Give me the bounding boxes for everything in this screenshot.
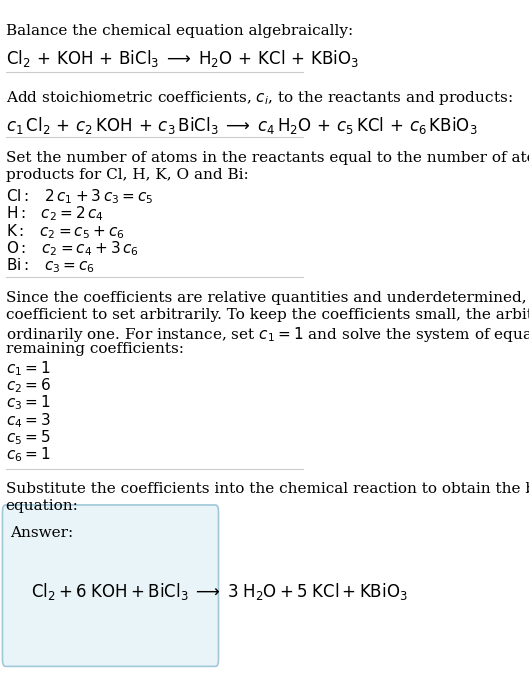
- Text: $c_1 = 1$: $c_1 = 1$: [6, 359, 50, 378]
- Text: $\mathrm{Cl_2} + 6\;\mathrm{KOH} + \mathrm{BiCl_3}\;\longrightarrow\;3\;\mathrm{: $\mathrm{Cl_2} + 6\;\mathrm{KOH} + \math…: [31, 581, 408, 602]
- Text: products for Cl, H, K, O and Bi:: products for Cl, H, K, O and Bi:: [6, 168, 248, 182]
- Text: coefficient to set arbitrarily. To keep the coefficients small, the arbitrary va: coefficient to set arbitrarily. To keep …: [6, 308, 529, 322]
- Text: $c_2 = 6$: $c_2 = 6$: [6, 376, 51, 395]
- FancyBboxPatch shape: [3, 505, 218, 666]
- Text: remaining coefficients:: remaining coefficients:: [6, 342, 184, 356]
- Text: equation:: equation:: [6, 499, 78, 513]
- Text: $c_4 = 3$: $c_4 = 3$: [6, 411, 50, 429]
- Text: $c_1$$\,\mathrm{Cl_2}$$\,+\,c_2\,$$\mathrm{KOH}$$\,+\,c_3\,$$\mathrm{BiCl_3}$$\;: $c_1$$\,\mathrm{Cl_2}$$\,+\,c_2\,$$\math…: [6, 115, 477, 136]
- Text: Balance the chemical equation algebraically:: Balance the chemical equation algebraica…: [6, 24, 353, 38]
- Text: Set the number of atoms in the reactants equal to the number of atoms in the: Set the number of atoms in the reactants…: [6, 151, 529, 165]
- Text: $\mathrm{Cl:}\;\;\;2\,c_1 + 3\,c_3 = c_5$: $\mathrm{Cl:}\;\;\;2\,c_1 + 3\,c_3 = c_5…: [6, 188, 153, 206]
- Text: Substitute the coefficients into the chemical reaction to obtain the balanced: Substitute the coefficients into the che…: [6, 482, 529, 496]
- Text: Add stoichiometric coefficients, $c_i$, to the reactants and products:: Add stoichiometric coefficients, $c_i$, …: [6, 89, 512, 107]
- Text: $c_3 = 1$: $c_3 = 1$: [6, 394, 50, 412]
- Text: $\mathrm{O:}\;\;\;c_2 = c_4 + 3\,c_6$: $\mathrm{O:}\;\;\;c_2 = c_4 + 3\,c_6$: [6, 239, 139, 258]
- Text: Since the coefficients are relative quantities and underdetermined, choose a: Since the coefficients are relative quan…: [6, 291, 529, 304]
- Text: $\mathrm{Bi:}\;\;\;c_3 = c_6$: $\mathrm{Bi:}\;\;\;c_3 = c_6$: [6, 256, 95, 275]
- Text: Answer:: Answer:: [10, 526, 74, 539]
- Text: $\mathrm{K:}\;\;\;c_2 = c_5 + c_6$: $\mathrm{K:}\;\;\;c_2 = c_5 + c_6$: [6, 222, 124, 240]
- Text: $\mathrm{H:}\;\;\;c_2 = 2\,c_4$: $\mathrm{H:}\;\;\;c_2 = 2\,c_4$: [6, 205, 104, 223]
- Text: $c_5 = 5$: $c_5 = 5$: [6, 428, 50, 447]
- Text: ordinarily one. For instance, set $c_1 = 1$ and solve the system of equations fo: ordinarily one. For instance, set $c_1 =…: [6, 325, 529, 344]
- Text: $\mathrm{Cl_2}$$\,+\,$$\mathrm{KOH}$$\,+\,$$\mathrm{BiCl_3}$$\;\longrightarrow\;: $\mathrm{Cl_2}$$\,+\,$$\mathrm{KOH}$$\,+…: [6, 48, 359, 69]
- Text: $c_6 = 1$: $c_6 = 1$: [6, 445, 50, 464]
